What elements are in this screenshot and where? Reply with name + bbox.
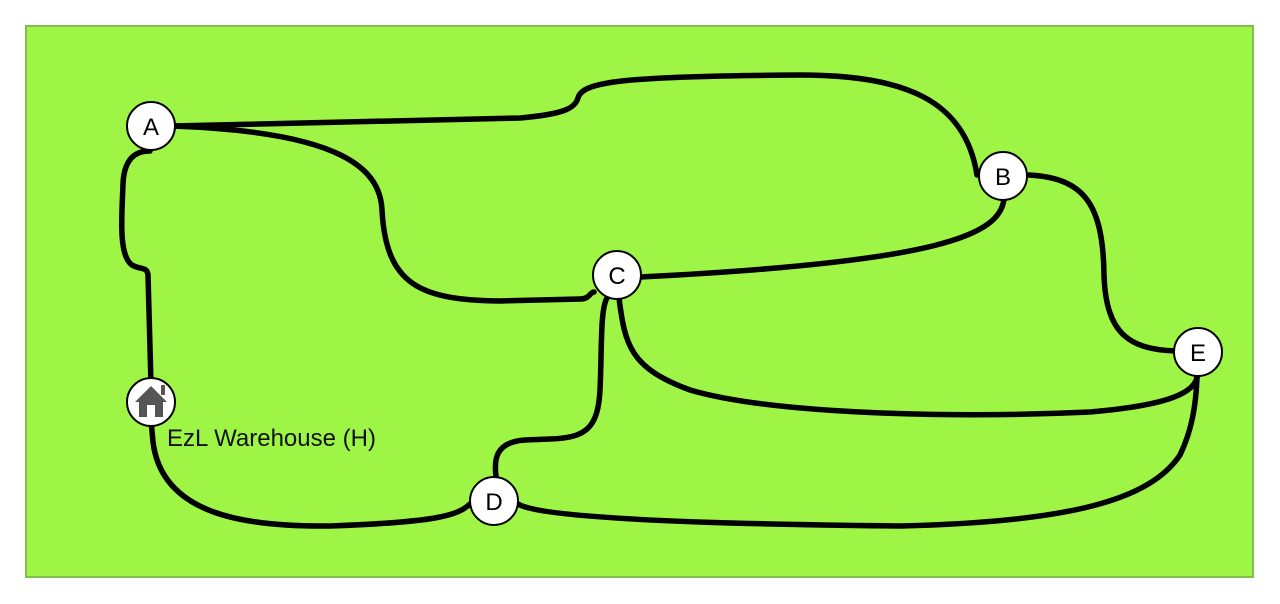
node-c-circle [592, 250, 642, 300]
node-b-label: B [995, 164, 1011, 191]
road-h-d [148, 417, 473, 529]
node-e[interactable]: E [1173, 327, 1223, 377]
node-a[interactable]: A [126, 101, 176, 151]
node-d[interactable]: D [469, 476, 519, 526]
node-b-circle [978, 151, 1028, 201]
road-d-e [515, 374, 1200, 529]
node-d-circle [469, 476, 519, 526]
node-c[interactable]: C [592, 250, 642, 300]
node-b[interactable]: B [978, 151, 1028, 201]
node-e-circle [1173, 327, 1223, 377]
warehouse-label: EzL Warehouse (H) [167, 425, 376, 452]
road-a-c [169, 123, 597, 304]
road-b-c [637, 196, 1007, 280]
nodes-layer: A B C D E [126, 101, 1223, 526]
node-a-circle [126, 101, 176, 151]
node-d-label: D [485, 489, 502, 516]
house-icon [135, 385, 167, 417]
node-a-label: A [143, 114, 159, 141]
road-a-b [169, 72, 980, 178]
roads-layer [118, 72, 1200, 529]
node-warehouse[interactable] [126, 377, 176, 427]
map-field [25, 25, 1254, 578]
node-e-label: E [1190, 340, 1206, 367]
road-b-e [1026, 172, 1178, 354]
node-c-label: C [608, 263, 625, 290]
road-h-a [118, 148, 154, 387]
road-c-e [616, 295, 1200, 418]
